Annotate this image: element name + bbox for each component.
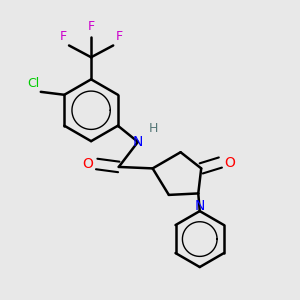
Text: N: N	[133, 135, 143, 149]
Text: F: F	[59, 30, 67, 43]
Text: F: F	[88, 20, 95, 33]
Text: F: F	[116, 30, 123, 43]
Text: H: H	[149, 122, 158, 135]
Text: Cl: Cl	[27, 77, 39, 90]
Text: O: O	[82, 157, 93, 171]
Text: N: N	[195, 199, 205, 213]
Text: O: O	[224, 155, 235, 170]
